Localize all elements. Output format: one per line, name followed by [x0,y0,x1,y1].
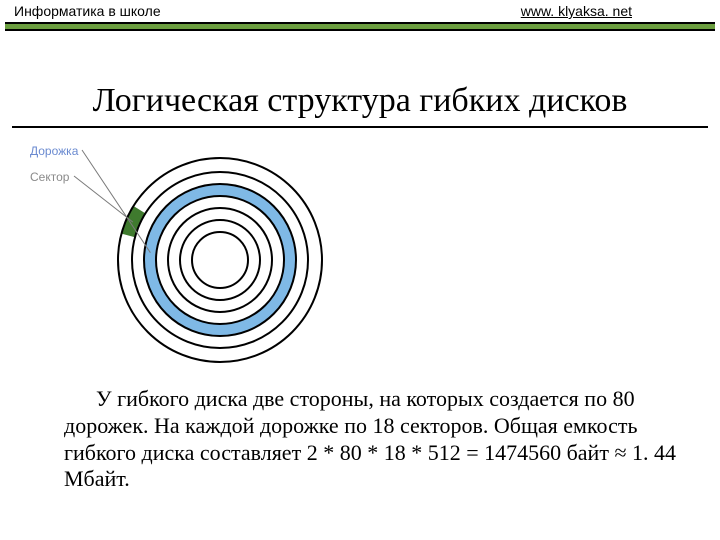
body-paragraph: У гибкого диска две стороны, на которых … [64,386,680,493]
label-sector: Сектор [30,170,69,184]
header-url: www. klyaksa. net [521,3,632,19]
slide-title: Логическая структура гибких дисков [0,82,720,120]
label-track: Дорожка [30,144,78,158]
title-underline [12,126,708,128]
header-rule-bottom [5,29,715,31]
header-left-text: Информатика в школе [14,3,161,19]
disk-diagram: Дорожка Сектор [30,140,370,370]
disk-svg [30,140,370,380]
body-text-content: У гибкого диска две стороны, на которых … [64,386,676,491]
slide-page: Информатика в школе www. klyaksa. net Ло… [0,0,720,540]
